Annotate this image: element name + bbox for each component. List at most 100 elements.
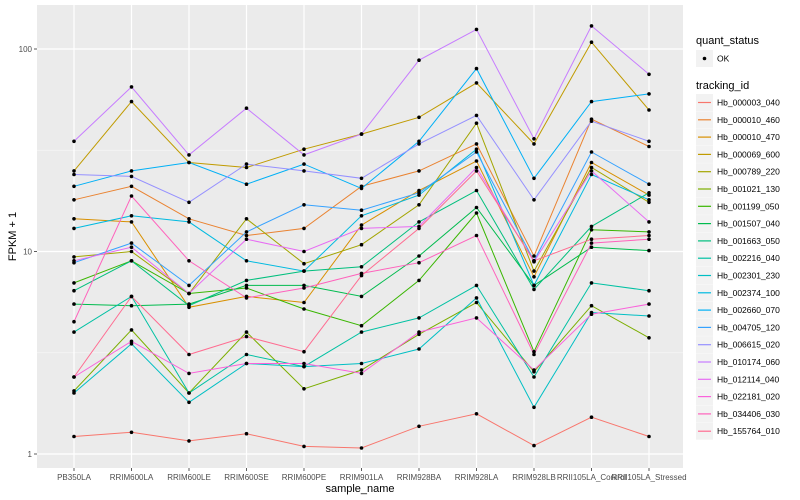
data-point xyxy=(647,182,651,186)
data-point xyxy=(532,254,536,258)
data-point xyxy=(647,233,651,238)
data-point xyxy=(187,291,191,296)
data-point xyxy=(589,40,594,44)
data-point xyxy=(474,233,479,238)
data-point xyxy=(647,336,651,340)
data-point xyxy=(244,165,249,170)
data-point xyxy=(417,139,421,144)
legend-label: Hb_002374_100 xyxy=(717,288,780,298)
data-point xyxy=(589,241,594,245)
data-point xyxy=(72,184,76,189)
data-point xyxy=(244,230,249,234)
data-point xyxy=(359,214,364,218)
grid-minor xyxy=(37,149,683,354)
data-point xyxy=(589,24,594,28)
data-point xyxy=(474,316,479,320)
data-point xyxy=(532,259,536,263)
data-point xyxy=(589,165,594,170)
data-point xyxy=(302,226,306,231)
data-point xyxy=(417,203,421,207)
data-point xyxy=(417,330,421,334)
data-point xyxy=(72,198,76,202)
legend-label: Hb_000010_470 xyxy=(717,132,780,142)
data-point xyxy=(187,153,191,157)
data-point xyxy=(532,137,536,141)
data-point xyxy=(129,259,134,263)
data-point xyxy=(474,165,479,170)
data-point xyxy=(532,269,536,273)
data-point xyxy=(417,260,421,265)
data-point xyxy=(589,312,594,317)
x-tick-label: RRIM928LB xyxy=(512,473,556,482)
data-point xyxy=(359,208,364,212)
data-point xyxy=(187,283,191,288)
data-point xyxy=(72,217,76,221)
color-legend-title: tracking_id xyxy=(696,80,749,92)
data-point xyxy=(589,160,594,165)
x-tick-label: RRIM600PE xyxy=(282,473,326,482)
data-point xyxy=(647,434,651,439)
y-axis: 1 10 100 xyxy=(19,45,37,459)
data-point xyxy=(474,300,479,305)
data-point xyxy=(589,237,594,241)
data-point xyxy=(647,220,651,224)
data-point xyxy=(532,352,536,357)
data-point xyxy=(244,237,249,241)
data-point xyxy=(417,316,421,320)
data-point xyxy=(474,169,479,173)
data-point xyxy=(187,400,191,405)
data-point xyxy=(532,368,536,372)
legend-label: Hb_010174_060 xyxy=(717,357,780,367)
data-point xyxy=(532,275,536,279)
data-point xyxy=(72,319,76,324)
data-point xyxy=(129,214,134,218)
x-tick-label: RRIM600LE xyxy=(167,473,211,482)
data-point xyxy=(187,200,191,205)
data-point xyxy=(532,198,536,202)
data-point xyxy=(244,361,249,366)
data-point xyxy=(187,259,191,263)
data-point xyxy=(302,307,306,311)
data-point xyxy=(244,352,249,357)
data-point xyxy=(359,361,364,366)
data-point xyxy=(359,226,364,231)
legend-label: Hb_155764_010 xyxy=(717,426,780,436)
data-point xyxy=(129,184,134,189)
data-point xyxy=(589,169,594,173)
data-point xyxy=(474,66,479,71)
data-point xyxy=(72,288,76,293)
legend-label: Hb_002660_070 xyxy=(717,305,780,315)
data-point xyxy=(302,361,306,366)
data-point xyxy=(474,211,479,215)
data-point xyxy=(359,368,364,372)
data-point xyxy=(474,27,479,32)
data-point xyxy=(72,169,76,173)
data-point xyxy=(417,226,421,231)
data-point xyxy=(302,162,306,166)
data-point xyxy=(129,339,134,344)
data-point xyxy=(589,172,594,177)
data-point xyxy=(647,314,651,318)
data-point xyxy=(589,224,594,229)
data-point xyxy=(359,223,364,227)
legend-label: Hb_034406_030 xyxy=(717,409,780,419)
data-point xyxy=(532,176,536,181)
data-point xyxy=(129,99,134,104)
data-point xyxy=(302,444,306,449)
data-point xyxy=(647,72,651,77)
data-point xyxy=(417,254,421,258)
data-point xyxy=(244,286,249,290)
legend-label: Hb_012114_040 xyxy=(717,374,780,384)
x-tick-label: RRII105LA_Control xyxy=(557,473,627,482)
data-point xyxy=(187,220,191,224)
data-point xyxy=(302,249,306,254)
data-point xyxy=(474,147,479,151)
data-point xyxy=(417,424,421,429)
x-tick-label: RRIM600LA xyxy=(110,473,154,482)
x-tick-label: PB350LA xyxy=(57,473,91,482)
x-tick-label: RRIM901LA xyxy=(340,473,384,482)
data-point xyxy=(359,176,364,181)
data-point xyxy=(244,106,249,110)
x-tick-label: RRII105LA_Stressed xyxy=(611,473,686,482)
